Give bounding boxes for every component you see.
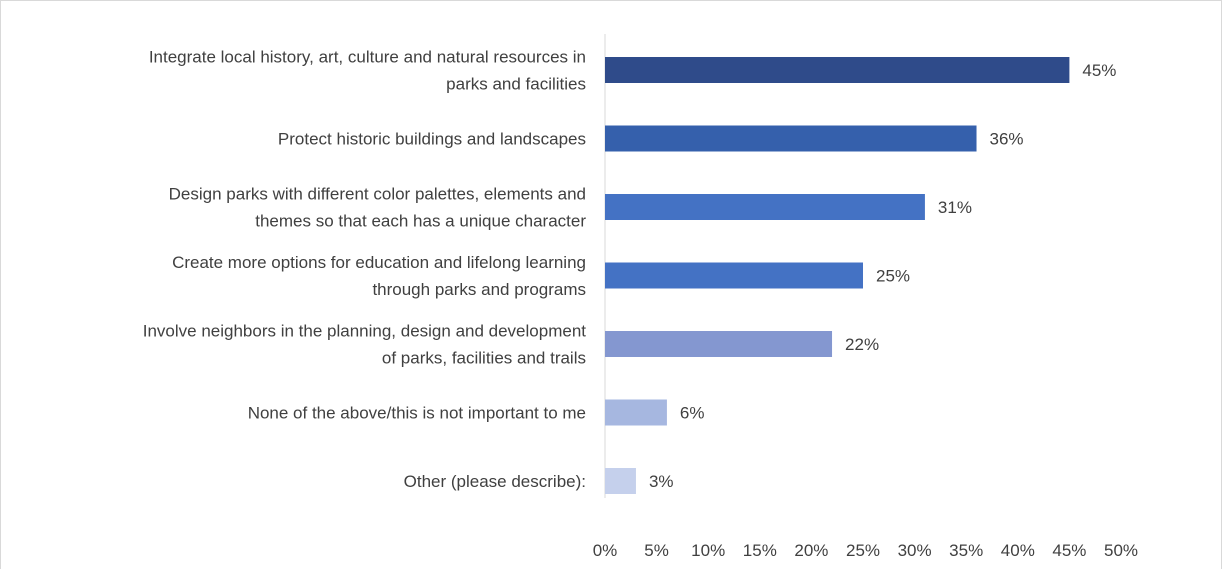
data-label: 31% — [938, 198, 972, 217]
data-label: 22% — [845, 335, 879, 354]
bar — [605, 468, 636, 494]
bars-layer — [605, 57, 1070, 494]
category-label: Protect historic buildings and landscape… — [278, 130, 586, 149]
category-labels: Integrate local history, art, culture an… — [143, 48, 587, 492]
category-label: Create more options for education and li… — [172, 253, 586, 272]
data-label: 25% — [876, 267, 910, 286]
bar — [605, 399, 667, 426]
category-label: of parks, facilities and trails — [382, 349, 586, 368]
category-label: Design parks with different color palett… — [169, 185, 586, 204]
x-tick-label: 45% — [1052, 541, 1086, 560]
x-tick-label: 20% — [794, 541, 828, 560]
x-tick-label: 35% — [949, 541, 983, 560]
category-label: None of the above/this is not important … — [248, 404, 586, 423]
category-label: Other (please describe): — [404, 472, 586, 491]
data-label: 6% — [680, 404, 705, 423]
x-tick-label: 30% — [898, 541, 932, 560]
category-label: through parks and programs — [372, 280, 586, 299]
data-labels: 45% 36% 31% 25% 22% 6% 3% — [649, 61, 1116, 491]
x-tick-label: 50% — [1104, 541, 1138, 560]
bar — [605, 194, 925, 220]
category-label: parks and facilities — [446, 75, 586, 94]
category-label: Integrate local history, art, culture an… — [149, 48, 586, 67]
bar — [605, 125, 977, 152]
data-label: 45% — [1082, 61, 1116, 80]
x-tick-label: 5% — [644, 541, 669, 560]
category-label: Involve neighbors in the planning, desig… — [143, 322, 587, 341]
x-tick-label: 10% — [691, 541, 725, 560]
data-label: 36% — [990, 130, 1024, 149]
x-tick-label: 25% — [846, 541, 880, 560]
x-tick-label: 0% — [593, 541, 618, 560]
x-axis-tick-labels: 0% 5% 10% 15% 20% 25% 30% 35% 40% 45% 50% — [593, 541, 1138, 560]
data-label: 3% — [649, 472, 674, 491]
x-tick-label: 40% — [1001, 541, 1035, 560]
bar — [605, 262, 863, 289]
bar — [605, 57, 1070, 83]
bar — [605, 331, 833, 357]
category-label: themes so that each has a unique charact… — [255, 212, 586, 231]
x-tick-label: 15% — [743, 541, 777, 560]
